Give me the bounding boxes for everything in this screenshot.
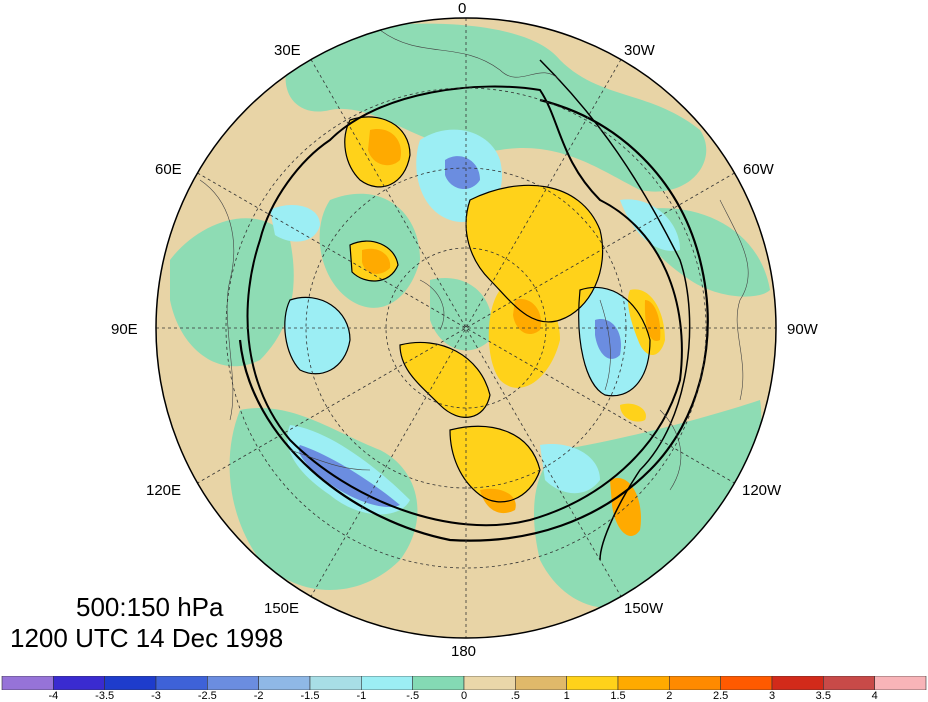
colorbar-swatch	[361, 676, 413, 690]
meridian-label-90e: 90E	[111, 321, 138, 338]
meridian-label-30w: 30W	[624, 42, 655, 59]
colorbar-tick-label: 2	[666, 690, 673, 702]
colorbar-tick-label: 3	[768, 690, 776, 702]
meridian-label-180: 180	[451, 643, 477, 660]
meridian-label-90w: 90W	[787, 321, 818, 338]
colorbar-tick-label: -.5	[406, 690, 420, 702]
colorbar-tick-label: -2.5	[197, 690, 217, 702]
colorbar-swatch	[874, 676, 927, 690]
colorbar-swatch	[155, 676, 208, 690]
map-border	[155, 17, 777, 639]
colorbar-swatch	[566, 676, 619, 690]
colorbar-swatch	[1, 676, 54, 690]
map-field	[156, 18, 776, 638]
colorbar-swatch	[515, 676, 567, 690]
valid-time-label: 1200 UTC 14 Dec 1998	[10, 623, 284, 653]
colorbar-tick-label: 3.5	[815, 690, 831, 702]
graticule	[156, 18, 776, 638]
colorbar-tick-label: 4	[871, 690, 878, 702]
meridian-label-30e: 30E	[274, 42, 301, 59]
colorbar-tick-label: -3	[151, 690, 161, 702]
colorbar-swatch	[463, 676, 516, 690]
colorbar-swatch	[720, 676, 773, 690]
meridian-label-150w: 150W	[624, 600, 664, 617]
polar-map	[155, 17, 777, 639]
colorbar-tick-label: -3.5	[95, 690, 115, 702]
colorbar-tick-label: 0	[460, 690, 468, 702]
colorbar-tick-label: -2	[253, 690, 264, 702]
meridian-label-60e: 60E	[155, 161, 182, 178]
colorbar-tick-label: 1.5	[610, 690, 626, 702]
meridian-label-0: 0	[458, 0, 467, 17]
colorbar-swatch	[207, 676, 259, 690]
colorbar-tick-label: 2.5	[713, 690, 729, 702]
colorbar-tick-label: 1	[563, 690, 570, 702]
level-label: 500:150 hPa	[76, 592, 224, 622]
colorbar-swatch	[53, 676, 105, 690]
colorbar-swatch	[669, 676, 721, 690]
colorbar-swatch	[258, 676, 311, 690]
colorbar-tick-label: .5	[510, 690, 520, 702]
meridian-label-150e: 150E	[264, 600, 300, 617]
colorbar-tick-label: -1.5	[300, 690, 320, 702]
colorbar	[1, 676, 927, 690]
meridian-label-60w: 60W	[743, 161, 774, 178]
colorbar-swatch	[823, 676, 875, 690]
colorbar-swatch	[309, 676, 362, 690]
colorbar-swatch	[104, 676, 157, 690]
meridian-label-120e: 120E	[146, 482, 182, 499]
contours	[238, 59, 709, 561]
colorbar-swatch	[412, 676, 465, 690]
meridian-label-120w: 120W	[742, 482, 782, 499]
colorbar-tick-label: -1	[356, 690, 367, 702]
colorbar-tick-label: -4	[48, 690, 59, 702]
colorbar-swatch	[771, 676, 824, 690]
colorbar-swatch	[617, 676, 670, 690]
